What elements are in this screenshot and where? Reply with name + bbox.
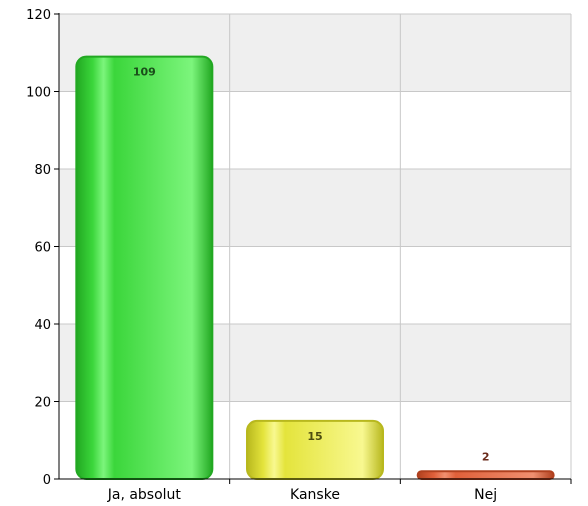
y-tick-label: 120 — [26, 8, 51, 23]
y-tick-label: 40 — [34, 318, 51, 333]
bar-value-label: 2 — [482, 450, 490, 463]
x-category-label: Kanske — [290, 487, 340, 503]
bar — [75, 55, 214, 480]
y-tick-label: 60 — [34, 241, 51, 256]
bar — [416, 470, 555, 480]
x-category-label: Nej — [474, 487, 497, 503]
bar-value-label: 15 — [307, 430, 322, 443]
data-labels: 109 15 2 — [133, 66, 490, 464]
x-category-label: Ja, absolut — [107, 487, 182, 503]
y-ticks: 0 20 40 60 80 100 120 — [26, 8, 59, 488]
y-tick-label: 80 — [34, 163, 51, 178]
y-tick-label: 0 — [43, 473, 51, 488]
bars — [75, 55, 555, 480]
y-tick-label: 100 — [26, 86, 51, 101]
bar-value-label: 109 — [133, 66, 156, 79]
y-tick-label: 20 — [34, 396, 51, 411]
x-labels: Ja, absolut Kanske Nej — [107, 479, 572, 503]
